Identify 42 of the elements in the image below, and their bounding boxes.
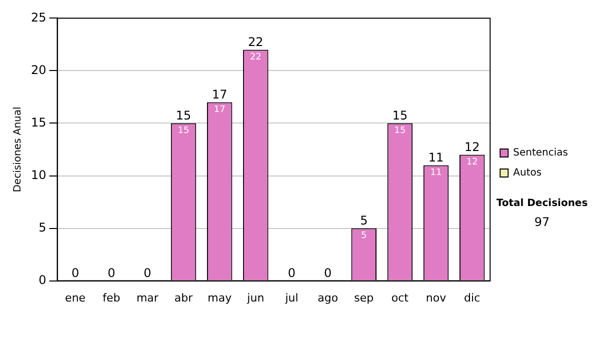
data-label: 5: [361, 231, 367, 242]
data-label: 12: [466, 158, 478, 168]
text: Total Decisiones: [495, 198, 589, 209]
legend-label: Autos: [513, 168, 542, 179]
x-tick-label: ene: [65, 291, 86, 304]
total-label: 12: [464, 140, 480, 154]
total-label: 15: [176, 108, 192, 122]
x-tick-label: feb: [102, 291, 120, 304]
x-tick-label: mar: [136, 291, 159, 304]
y-tick-label: 15: [30, 115, 46, 130]
y-tick-label: 0: [38, 272, 46, 287]
y-axis-title: Decisiones Anual: [12, 106, 24, 192]
x-tick-label: dic: [464, 291, 480, 304]
total-label: 0: [108, 266, 116, 280]
y-tick-label: 20: [30, 62, 46, 77]
data-label: 17: [214, 105, 226, 116]
total-label: 0: [288, 266, 296, 280]
total-label: 11: [428, 150, 444, 164]
total-label: 5: [360, 213, 368, 228]
y-tick-label: 25: [30, 10, 46, 24]
total-label: 0: [71, 266, 80, 280]
data-label: 15: [394, 126, 406, 136]
x-tick-label: sep: [354, 291, 374, 304]
total-label: 15: [392, 108, 408, 122]
legend-label: Sentencias: [513, 148, 568, 159]
total-label: 17: [212, 87, 228, 102]
data-label: 22: [250, 52, 262, 63]
x-tick-label: nov: [426, 291, 447, 304]
total-label: 0: [144, 266, 152, 280]
x-tick-label: abr: [174, 291, 194, 304]
x-tick-label: may: [208, 291, 232, 304]
y-tick-label: 10: [30, 168, 46, 182]
y-tick-label: 5: [38, 220, 46, 234]
text: 97: [533, 215, 551, 229]
total-label: 22: [248, 34, 264, 49]
total-label: 0: [324, 266, 332, 280]
x-tick-label: jun: [246, 291, 264, 304]
x-tick-label: jul: [284, 291, 298, 304]
data-label: 11: [430, 168, 442, 178]
x-tick-label: ago: [318, 291, 338, 304]
data-label: 15: [178, 126, 190, 136]
x-tick-label: oct: [391, 291, 410, 304]
